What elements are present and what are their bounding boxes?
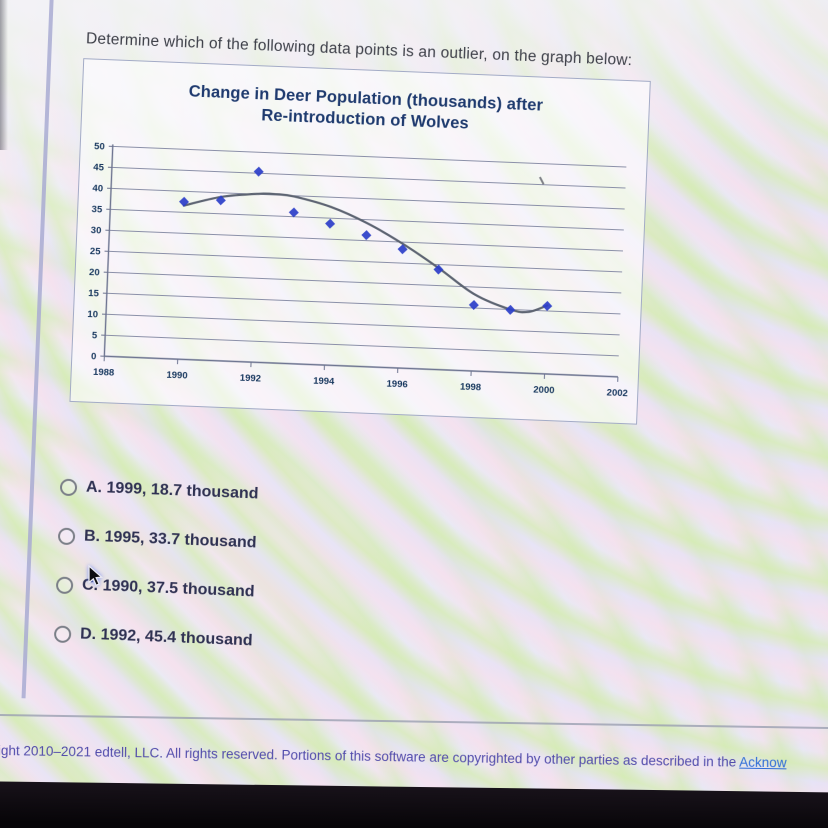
scatter-plot: 0 5 10 15 20 25 30 35 40 45 50 1988 1990 1992 1994 1996… — [87, 141, 628, 399]
svg-text:1994: 1994 — [313, 376, 335, 388]
chart-panel: Change in Deer Population (thousands) af… — [69, 58, 651, 425]
option-row-d[interactable]: D. 1992, 45.4 thousand — [53, 624, 253, 650]
svg-text:1998: 1998 — [460, 382, 482, 394]
svg-text:0: 0 — [91, 351, 97, 362]
radio-button-b[interactable] — [57, 527, 76, 545]
radio-button-d[interactable] — [53, 624, 72, 643]
chart-title: Change in Deer Population (thousands) af… — [82, 77, 649, 142]
svg-text:10: 10 — [87, 309, 98, 320]
svg-text:1996: 1996 — [386, 379, 408, 391]
option-row-c[interactable]: C. 1990, 37.5 thousand — [55, 575, 255, 601]
option-row-a[interactable]: A. 1999, 18.7 thousand — [59, 478, 259, 504]
svg-text:1988: 1988 — [93, 367, 115, 379]
option-label-b: B. 1995, 33.7 thousand — [83, 527, 257, 552]
page-left-border — [21, 0, 55, 699]
svg-text:40: 40 — [92, 183, 103, 194]
answer-options: A. 1999, 18.7 thousand B. 1995, 33.7 tho… — [53, 478, 259, 682]
svg-text:35: 35 — [91, 204, 103, 215]
radio-button-a[interactable] — [59, 478, 78, 496]
radio-button-c[interactable] — [55, 575, 74, 594]
svg-text:15: 15 — [88, 288, 100, 299]
acknowledgements-link[interactable]: Acknow — [739, 754, 787, 770]
photo-left-edge-shadow — [0, 0, 8, 150]
svg-text:50: 50 — [94, 141, 105, 152]
svg-text:30: 30 — [91, 225, 102, 236]
svg-text:1992: 1992 — [240, 373, 262, 385]
option-row-b[interactable]: B. 1995, 33.7 thousand — [57, 527, 257, 553]
svg-text:2000: 2000 — [533, 384, 555, 396]
svg-text:2002: 2002 — [606, 387, 628, 399]
svg-text:20: 20 — [89, 267, 100, 278]
svg-text:45: 45 — [93, 162, 105, 173]
svg-text:25: 25 — [90, 246, 102, 257]
svg-text:5: 5 — [92, 330, 98, 341]
option-label-a: A. 1999, 18.7 thousand — [85, 478, 259, 503]
mouse-cursor-icon — [88, 565, 104, 587]
option-label-d: D. 1992, 45.4 thousand — [79, 625, 253, 650]
svg-text:1990: 1990 — [166, 370, 188, 382]
